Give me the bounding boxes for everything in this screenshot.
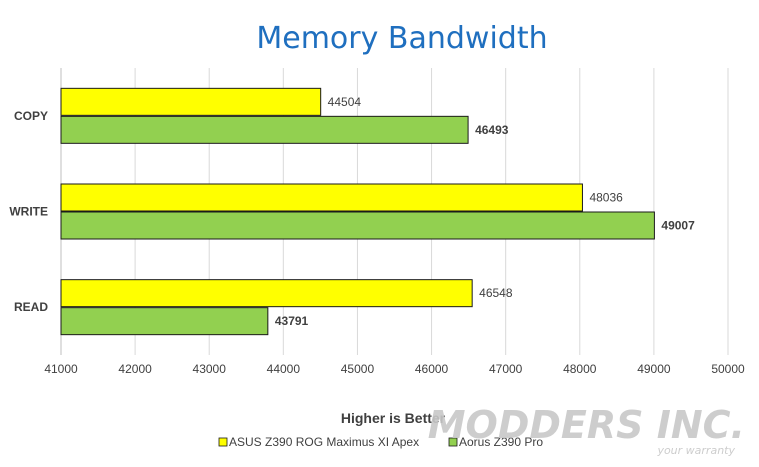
- bars: [60, 87, 655, 336]
- category-label: READ: [14, 300, 48, 314]
- x-tick-label: 48000: [563, 362, 597, 376]
- data-labels: 44504 46493 48036 49007 46548 43791: [275, 95, 695, 328]
- chart-title: Memory Bandwidth: [256, 21, 547, 56]
- data-label: 46493: [475, 123, 509, 137]
- data-label: 48036: [589, 191, 623, 205]
- x-tick-label: 49000: [637, 362, 671, 376]
- bar-copy-series-2: [60, 115, 469, 144]
- x-axis-ticks: 41000 42000 43000 44000 45000 46000 47000 48000…: [44, 362, 745, 376]
- bar-write-series-1: [60, 183, 583, 212]
- watermark-sub-text: your warranty: [656, 444, 735, 457]
- legend: ASUS Z390 ROG Maximus XI Apex Aorus Z390 …: [218, 435, 543, 449]
- x-tick-label: 42000: [118, 362, 152, 376]
- watermark-main-text: MODDERS INC.: [428, 403, 745, 447]
- legend-swatch: [448, 437, 458, 447]
- category-label: WRITE: [9, 205, 48, 219]
- bar-read-series-2: [60, 307, 269, 336]
- x-tick-label: 47000: [489, 362, 523, 376]
- data-label: 49007: [661, 219, 695, 233]
- category-label: COPY: [14, 109, 48, 123]
- data-label: 43791: [275, 314, 309, 328]
- x-tick-label: 44000: [267, 362, 301, 376]
- data-label: 44504: [328, 95, 362, 109]
- category-labels: COPY WRITE READ: [9, 109, 48, 314]
- x-tick-label: 50000: [711, 362, 745, 376]
- x-tick-label: 41000: [44, 362, 78, 376]
- x-tick-label: 45000: [341, 362, 375, 376]
- x-tick-label: 46000: [415, 362, 449, 376]
- x-tick-label: 43000: [193, 362, 227, 376]
- bar-write-series-2: [60, 211, 655, 240]
- x-axis-title: Higher is Better: [341, 410, 446, 426]
- bar-copy-series-1: [60, 87, 322, 116]
- watermark-logo: MODDERS INC. your warranty: [428, 403, 745, 457]
- legend-label: Aorus Z390 Pro: [459, 435, 543, 449]
- legend-swatch: [218, 437, 228, 447]
- bar-read-series-1: [60, 279, 473, 308]
- data-label: 46548: [479, 286, 513, 300]
- legend-label: ASUS Z390 ROG Maximus XI Apex: [229, 435, 419, 449]
